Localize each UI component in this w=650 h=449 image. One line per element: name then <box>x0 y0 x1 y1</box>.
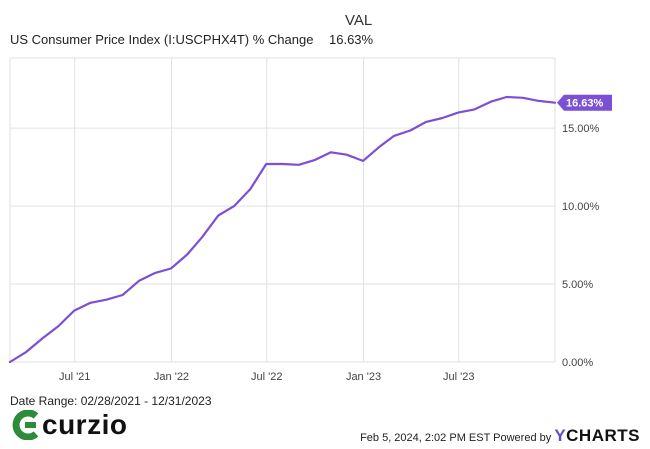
x-tick-label: Jul '23 <box>443 371 474 383</box>
series-current-value: 16.63% <box>329 32 374 47</box>
y-axis: 0.00% 5.00% 10.00% 15.00% <box>562 123 600 369</box>
y-tick-label: 10.00% <box>562 201 600 213</box>
powered-by: Feb 5, 2024, 2:02 PM EST Powered by YCHA… <box>360 426 640 446</box>
series-name: US Consumer Price Index (I:USCPHX4T) % C… <box>10 32 314 47</box>
y-tick-label: 0.00% <box>562 357 593 369</box>
series-line <box>8 95 557 364</box>
x-tick-label: Jul '21 <box>59 371 90 383</box>
ycharts-logo-y: Y <box>554 426 567 445</box>
grid-layer <box>9 57 556 363</box>
timestamp: Feb 5, 2024, 2:02 PM EST Powered by <box>360 432 552 444</box>
x-tick-label: Jan '22 <box>154 371 189 383</box>
last-value-flag <box>557 94 612 111</box>
x-tick-label: Jan '23 <box>346 371 381 383</box>
y-tick-label: 15.00% <box>562 123 600 135</box>
x-axis: Jul '21 Jan '22 Jul '22 Jan '23 Jul '23 <box>59 371 474 383</box>
ycharts-logo-rest: CHARTS <box>566 426 640 445</box>
date-range: Date Range: 02/28/2021 - 12/31/2023 <box>10 394 212 408</box>
curzio-logo-icon <box>12 410 39 440</box>
last-value-label: 16.63% <box>566 98 604 110</box>
curzio-logo-text: curzio <box>42 409 128 440</box>
value-column-header: VAL <box>345 12 373 29</box>
series-layer <box>8 95 557 364</box>
ycharts-logo: YCHARTS <box>554 426 640 445</box>
last-value-layer: 16.63% <box>557 94 612 111</box>
y-tick-label: 5.00% <box>562 279 593 291</box>
x-tick-label: Jul '22 <box>251 371 282 383</box>
